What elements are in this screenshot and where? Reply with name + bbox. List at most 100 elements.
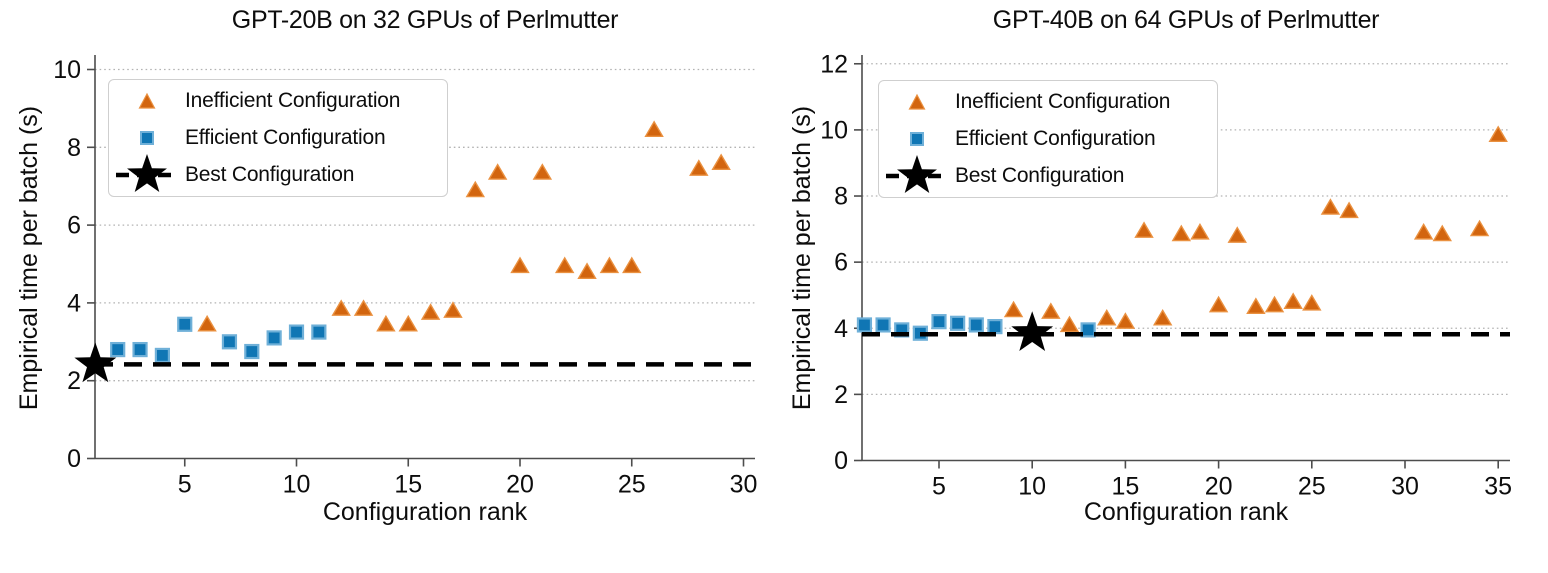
x-tick-label-30: 30 <box>730 471 758 499</box>
y-tick-label-4: 4 <box>834 315 848 343</box>
x-tick-label-30: 30 <box>1391 473 1419 501</box>
y-tick-label-12: 12 <box>820 50 848 78</box>
data-point-inefficient <box>1115 312 1136 329</box>
y-axis-label-right: Empirical time per batch (s) <box>788 105 816 411</box>
data-point-inefficient <box>1264 295 1285 313</box>
legend-right: Inefficient Configuration Efficient Conf… <box>878 80 1218 198</box>
data-point-inefficient <box>599 256 620 274</box>
data-point-inefficient <box>376 314 396 332</box>
data-point-inefficient <box>711 153 731 171</box>
data-point-efficient <box>177 316 193 332</box>
data-point-inefficient <box>1227 226 1247 243</box>
data-point-inefficient <box>1097 308 1117 326</box>
data-point-inefficient <box>510 256 530 274</box>
x-tick-label-35: 35 <box>1484 473 1512 501</box>
y-tick-label-6: 6 <box>834 249 848 277</box>
data-point-efficient <box>987 319 1003 335</box>
triangle-glyph <box>138 92 156 109</box>
triangle-marker-icon <box>879 92 955 112</box>
data-point-inefficient <box>443 301 463 318</box>
data-point-inefficient <box>689 159 709 176</box>
square-glyph <box>910 132 924 146</box>
data-point-inefficient <box>577 262 597 279</box>
legend-item-best: Best Configuration <box>879 155 1217 194</box>
x-tick-label-10: 10 <box>283 471 311 499</box>
data-point-efficient <box>875 317 891 333</box>
data-point-inefficient <box>197 314 217 332</box>
data-point-inefficient <box>1432 224 1453 242</box>
x-tick-label-25: 25 <box>1298 473 1326 501</box>
y-tick-label-10: 10 <box>820 116 848 144</box>
scatter-plot-gpt20b: 0 2 4 6 8 10 5 10 15 20 25 30 <box>53 55 758 499</box>
data-point-efficient <box>266 330 282 346</box>
data-point-inefficient <box>487 163 508 180</box>
legend-item-label: Inefficient Configuration <box>955 90 1171 113</box>
legend-item-best: Best Configuration <box>109 154 447 193</box>
y-tick-label-4: 4 <box>67 289 81 317</box>
data-point-efficient <box>154 347 170 364</box>
y-tick-label-2: 2 <box>67 367 81 395</box>
data-point-inefficient <box>398 314 418 332</box>
x-tick-label-20: 20 <box>1205 473 1233 501</box>
x-axis-label-left: Configuration rank <box>322 498 528 526</box>
data-point-efficient <box>132 341 148 358</box>
triangle-marker-icon <box>109 91 185 111</box>
data-point-inefficient <box>331 299 351 316</box>
data-point-inefficient <box>1134 221 1154 238</box>
data-point-inefficient <box>1302 294 1322 311</box>
triangle-glyph <box>908 93 926 110</box>
square-marker-icon <box>879 130 955 148</box>
data-point-efficient <box>931 314 947 330</box>
chart-title-gpt40b: GPT-40B on 64 GPUs of Perlmutter <box>992 6 1380 34</box>
x-tick-label-5: 5 <box>932 473 946 501</box>
legend-item-label: Inefficient Configuration <box>185 89 401 112</box>
x-tick-label-20: 20 <box>506 471 534 499</box>
star-glyph <box>127 154 167 192</box>
data-point-efficient <box>110 341 126 358</box>
scatter-plot-gpt40b: 0 2 4 6 8 10 12 5 10 15 20 25 30 35 <box>820 50 1512 501</box>
y-axis-label-left: Empirical time per batch (s) <box>15 105 43 411</box>
x-tick-label-15: 15 <box>394 471 422 499</box>
data-point-efficient <box>968 317 984 333</box>
data-point-inefficient <box>1339 201 1359 219</box>
data-point-efficient <box>288 324 305 340</box>
data-point-inefficient <box>1190 223 1210 240</box>
data-point-inefficient <box>1041 302 1061 319</box>
legend-item-inefficient: Inefficient Configuration <box>879 84 1217 120</box>
data-point-inefficient <box>1469 219 1490 237</box>
y-tick-label-0: 0 <box>834 447 848 475</box>
x-tick-label-25: 25 <box>618 471 646 499</box>
data-point-inefficient <box>465 180 486 198</box>
x-tick-label-5: 5 <box>178 471 192 499</box>
legend-item-label: Efficient Configuration <box>955 127 1156 150</box>
x-axis-label-right: Configuration rank <box>1083 498 1289 526</box>
data-point-efficient <box>311 324 327 340</box>
x-tick-label-15: 15 <box>1111 473 1139 501</box>
data-point-inefficient <box>622 256 642 274</box>
data-point-inefficient <box>644 120 664 137</box>
data-point-inefficient <box>1059 315 1080 333</box>
data-point-inefficient <box>532 163 553 180</box>
data-point-inefficient <box>1413 223 1434 240</box>
data-point-inefficient <box>1152 308 1173 326</box>
data-point-efficient <box>221 334 238 350</box>
data-point-efficient <box>856 317 873 333</box>
star-glyph <box>897 155 937 193</box>
data-point-inefficient <box>1003 300 1024 318</box>
y-tick-label-0: 0 <box>67 445 81 473</box>
legend-item-efficient: Efficient Configuration <box>879 121 1217 157</box>
square-glyph <box>140 131 154 145</box>
data-point-inefficient <box>1208 295 1229 313</box>
data-point-inefficient <box>1283 292 1303 310</box>
star-marker-icon <box>879 153 955 199</box>
data-point-inefficient <box>1171 224 1192 242</box>
x-tick-label-10: 10 <box>1018 473 1046 501</box>
data-point-best-star <box>1011 311 1054 351</box>
data-point-inefficient <box>1246 297 1266 314</box>
legend-left: Inefficient Configuration Efficient Conf… <box>108 79 448 197</box>
data-point-inefficient <box>353 299 374 316</box>
y-tick-label-6: 6 <box>67 212 81 240</box>
y-tick-label-10: 10 <box>53 56 81 84</box>
y-tick-label-8: 8 <box>834 183 848 211</box>
